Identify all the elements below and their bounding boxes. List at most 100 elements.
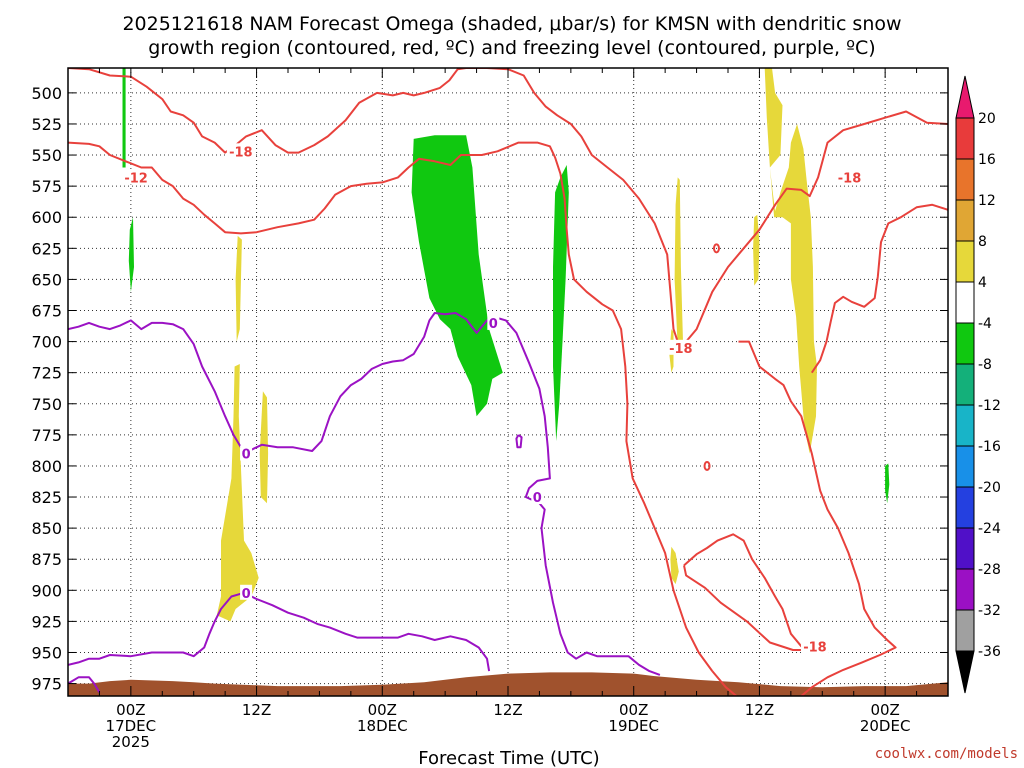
y-tick-label-16: 900 <box>31 581 62 600</box>
red-contour-label-bg-0 <box>226 143 255 159</box>
x-tick-label-3-line1: 12Z <box>493 701 522 719</box>
colorbar-label-0: 20 <box>978 111 996 127</box>
colorbar-label-13: -36 <box>978 644 1001 660</box>
freezing-level-contours-purple <box>68 312 661 693</box>
colorbar: 20 16 12 8 4 -4 -8 -12 -16 -20 -24 -28 -32 -36 <box>955 75 1001 694</box>
red-contour-5 <box>711 670 738 696</box>
colorbar-bin-5 <box>955 281 975 324</box>
colorbar-bin-1 <box>955 117 975 160</box>
x-tick-label-1-line1: 12Z <box>242 701 271 719</box>
red-contour-7 <box>810 203 948 374</box>
y-tick-label-18: 950 <box>31 643 62 662</box>
red-contour-label-bg-3 <box>666 339 695 355</box>
y-tick-label-3: 575 <box>31 177 62 196</box>
colorbar-label-3: 8 <box>978 234 987 250</box>
y-tick-label-6: 650 <box>31 270 62 289</box>
y-tick-label-19: 975 <box>31 675 62 694</box>
chart-title-line-2: growth region (contoured, red, ºC) and f… <box>148 37 875 59</box>
omega-region-5 <box>235 235 242 342</box>
omega-region-3 <box>553 165 569 442</box>
x-tick-label-4-line1: 00Z <box>619 701 648 719</box>
y-tick-label-5: 625 <box>31 239 62 258</box>
y-tick-label-4: 600 <box>31 208 62 227</box>
purple-contour-label-bg-2 <box>487 314 500 330</box>
colorbar-bin-10 <box>955 486 975 529</box>
x-tick-label-4-line2: 19DEC <box>608 717 659 735</box>
red-contour-spot-1 <box>703 460 711 471</box>
purple-contour-label-bg-3 <box>240 584 253 600</box>
x-tick-label-0-line1: 00Z <box>116 701 145 719</box>
colorbar-bin-11 <box>955 527 975 570</box>
temperature-contours-red <box>68 68 948 696</box>
purple-contour-4 <box>68 676 101 693</box>
omega-region-4 <box>885 463 890 504</box>
red-contour-label-bg-4 <box>800 638 829 654</box>
purple-contour-label-0: 0 <box>242 448 251 463</box>
y-tick-label-13: 825 <box>31 488 62 507</box>
x-axis-label: Forecast Time (UTC) <box>418 748 599 768</box>
omega-shading <box>122 68 890 622</box>
colorbar-label-2: 12 <box>978 193 996 209</box>
red-contour-label-1: -18 <box>838 171 862 186</box>
purple-contour-label-bg-1 <box>531 489 544 505</box>
y-tick-label-2: 550 <box>31 146 62 165</box>
purple-contour-label-2: 0 <box>489 317 498 332</box>
y-tick-label-9: 725 <box>31 364 62 383</box>
x-tick-label-0-line3: 2025 <box>112 733 150 751</box>
chart-title-line-1: 2025121618 NAM Forecast Omega (shaded, μ… <box>122 13 901 35</box>
colorbar-bin-9 <box>955 445 975 488</box>
purple-contour-5 <box>515 434 523 449</box>
colorbar-bin-3 <box>955 199 975 242</box>
y-tick-label-7: 675 <box>31 301 62 320</box>
colorbar-label-11: -28 <box>978 562 1001 578</box>
red-contour-label-0: -18 <box>229 145 253 160</box>
omega-region-12 <box>764 68 817 454</box>
y-tick-label-0: 500 <box>31 84 62 103</box>
x-tick-label-5-line1: 12Z <box>745 701 774 719</box>
colorbar-label-12: -32 <box>978 603 1001 619</box>
colorbar-label-10: -24 <box>978 521 1001 537</box>
red-contour-label-bg-1 <box>835 169 864 185</box>
colorbar-label-7: -12 <box>978 398 1001 414</box>
omega-region-7 <box>259 391 269 504</box>
red-contour-label-3: -18 <box>669 342 693 357</box>
omega-region-2 <box>411 135 503 417</box>
x-tick-label-0-line2: 17DEC <box>106 717 157 735</box>
credit-link[interactable]: coolwx.com/models <box>875 746 1018 762</box>
purple-contour-0 <box>68 312 661 676</box>
y-tick-label-10: 750 <box>31 395 62 414</box>
omega-region-0 <box>122 68 126 168</box>
colorbar-bottom-arrow <box>955 650 975 694</box>
colorbar-bin-2 <box>955 158 975 201</box>
colorbar-bin-4 <box>955 240 975 283</box>
omega-region-8 <box>674 177 683 348</box>
colorbar-top-arrow <box>955 75 975 119</box>
x-tick-label-6-line1: 00Z <box>870 701 899 719</box>
purple-contour-label-3: 0 <box>242 587 251 602</box>
purple-contour-label-bg-0 <box>240 445 253 461</box>
x-tick-label-2-line2: 18DEC <box>357 717 408 735</box>
omega-region-1 <box>128 217 134 292</box>
omega-region-6 <box>216 364 259 622</box>
red-contour-6 <box>738 340 897 696</box>
contour-labels: -18 -18 -12 -18 -18 0 0 0 0 <box>122 143 864 655</box>
y-tick-label-11: 775 <box>31 426 62 445</box>
colorbar-label-6: -8 <box>978 357 992 373</box>
colorbar-bin-7 <box>955 363 975 406</box>
red-contour-label-2: -12 <box>124 171 148 186</box>
y-tick-label-17: 925 <box>31 612 62 631</box>
y-tick-label-14: 850 <box>31 519 62 538</box>
red-contour-label-bg-2 <box>122 169 151 185</box>
red-contour-label-4: -18 <box>803 640 827 655</box>
omega-region-10 <box>670 546 679 585</box>
red-contour-4 <box>683 533 813 651</box>
colorbar-label-1: 16 <box>978 152 996 168</box>
purple-contour-3 <box>68 591 491 672</box>
red-contour-0 <box>68 68 948 343</box>
y-tick-label-15: 875 <box>31 550 62 569</box>
x-tick-label-6-line2: 20DEC <box>860 717 911 735</box>
colorbar-bin-12 <box>955 568 975 611</box>
colorbar-bin-6 <box>955 322 975 365</box>
colorbar-label-8: -16 <box>978 439 1001 455</box>
